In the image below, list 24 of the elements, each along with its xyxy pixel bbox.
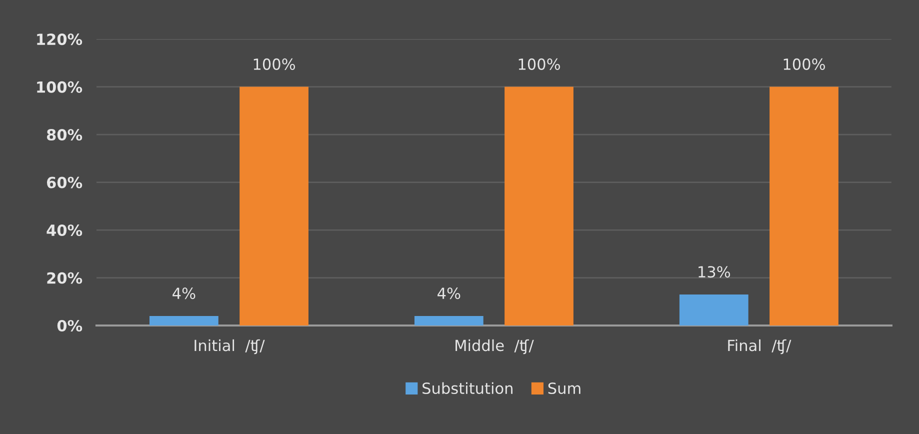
data-label: 100% (784, 58, 825, 70)
data-label: 13% (698, 266, 730, 278)
bar (414, 316, 484, 326)
data-label: 100% (254, 58, 296, 70)
y-tick-label: 100% (37, 81, 82, 93)
y-tick-label: 20% (47, 272, 82, 284)
x-tick-label: Final /ʧ/ (728, 339, 792, 354)
bar (149, 316, 218, 326)
y-tick-label: 80% (46, 129, 82, 141)
legend-label: Sum (548, 382, 580, 394)
x-tick-label: Middle /ʧ/ (456, 339, 534, 354)
bar (770, 86, 838, 326)
y-tick-label: 120% (37, 34, 82, 46)
y-tick-label: 60% (46, 176, 82, 188)
x-tick-label: Initial /ʧ/ (194, 339, 265, 354)
data-label: 4% (172, 288, 196, 300)
y-tick-label: 0% (57, 320, 82, 332)
legend-label: Substitution (422, 382, 512, 394)
data-label: 4% (438, 288, 460, 300)
y-tick-label: 40% (46, 224, 82, 236)
bar (240, 86, 308, 326)
data-label: 100% (518, 58, 560, 70)
bar (679, 294, 748, 326)
bar (504, 86, 574, 326)
